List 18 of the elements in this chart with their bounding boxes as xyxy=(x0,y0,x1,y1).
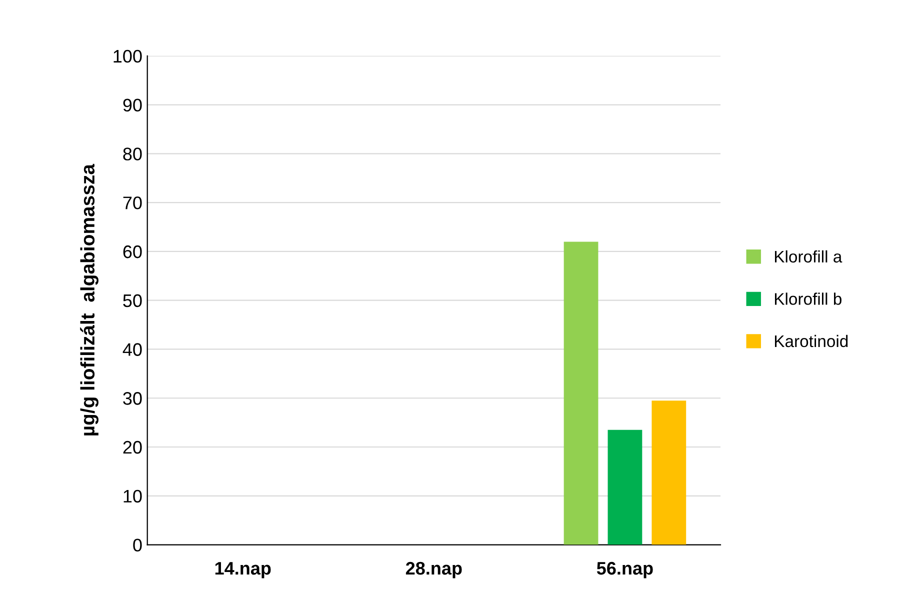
y-tick-label: 0 xyxy=(133,538,142,552)
y-tick-label: 30 xyxy=(123,392,142,405)
legend-label: Klorofill b xyxy=(774,292,842,305)
y-tick-label: 60 xyxy=(123,245,142,258)
y-tick-label: 20 xyxy=(123,440,142,454)
y-tick-label: 10 xyxy=(124,490,142,503)
y-tick-label: 40 xyxy=(122,343,142,356)
y-tick-label: 50 xyxy=(123,294,142,308)
legend-label: Karotinoid xyxy=(774,334,848,348)
x-tick-label: 56.nap xyxy=(596,562,653,578)
x-tick-label: 28.nap xyxy=(406,562,462,578)
y-tick-label: 100 xyxy=(114,50,142,63)
y-tick-label: 70 xyxy=(123,196,142,210)
legend-label: Klorofill a xyxy=(774,250,842,263)
x-tick-label: 14.nap xyxy=(215,562,271,578)
y-axis-title: µg/g liofilizált algabiomassza xyxy=(80,164,98,436)
y-tick-label: 90 xyxy=(123,98,142,112)
y-tick-label: 80 xyxy=(123,148,142,160)
